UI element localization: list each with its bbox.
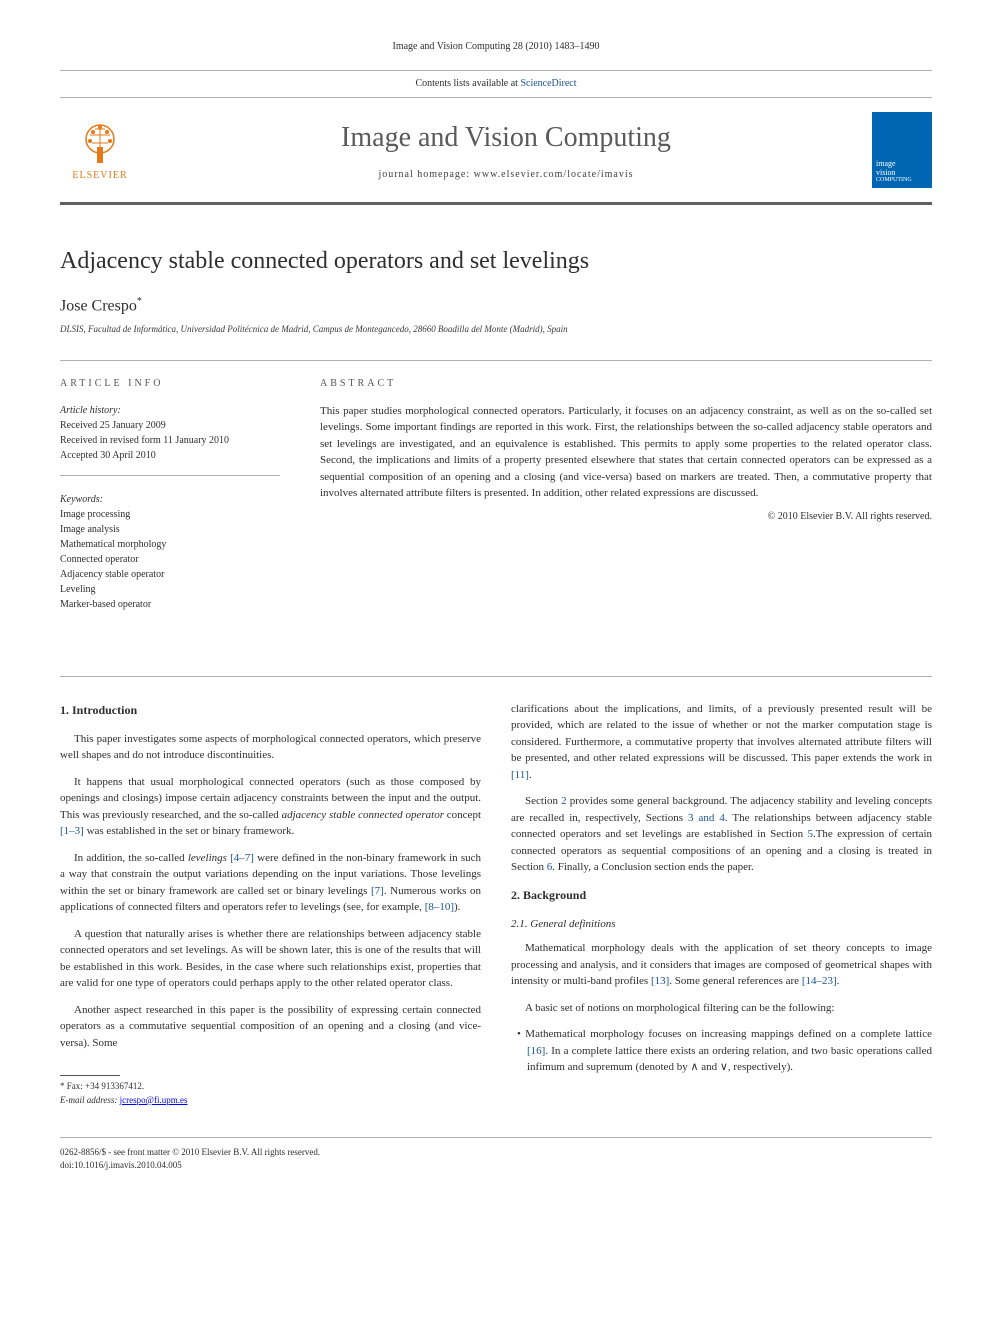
cover-text-2: vision bbox=[876, 169, 928, 178]
header-top-bar: Contents lists available at ScienceDirec… bbox=[60, 71, 932, 98]
text-run: . In a complete lattice there exists an … bbox=[527, 1045, 932, 1074]
email-label: E-mail address: bbox=[60, 1095, 120, 1105]
text-run: was established in the set or binary fra… bbox=[84, 825, 294, 837]
sciencedirect-link[interactable]: ScienceDirect bbox=[520, 78, 576, 89]
ref-link[interactable]: [16] bbox=[527, 1045, 545, 1057]
keyword: Connected operator bbox=[60, 554, 139, 565]
text-run: . bbox=[837, 975, 840, 987]
ref-link[interactable]: 3 and 4 bbox=[688, 812, 725, 824]
issn-line: 0262-8856/$ - see front matter © 2010 El… bbox=[60, 1146, 932, 1159]
text-run: Section bbox=[525, 795, 561, 807]
text-run: ). bbox=[454, 901, 460, 913]
text-run: . bbox=[529, 769, 532, 781]
text-run: Mathematical morphology focuses on incre… bbox=[525, 1028, 932, 1040]
footnote-rule bbox=[60, 1075, 120, 1076]
keyword: Adjacency stable operator bbox=[60, 569, 164, 580]
elsevier-logo: ELSEVIER bbox=[60, 110, 140, 190]
journal-title: Image and Vision Computing bbox=[140, 118, 872, 157]
footnote-email-line: E-mail address: jcrespo@fi.upm.es bbox=[60, 1094, 481, 1108]
journal-header: Contents lists available at ScienceDirec… bbox=[60, 70, 932, 205]
ref-link[interactable]: [8–10] bbox=[425, 901, 454, 913]
ref-link[interactable]: [13] bbox=[651, 975, 669, 987]
body-columns: 1. Introduction This paper investigates … bbox=[60, 676, 932, 1108]
abstract-text: This paper studies morphological connect… bbox=[320, 403, 932, 502]
ref-link[interactable]: [4–7] bbox=[227, 852, 254, 864]
history-label: Article history: bbox=[60, 405, 121, 416]
paragraph: clarifications about the implications, a… bbox=[511, 701, 932, 784]
header-main: ELSEVIER Image and Vision Computing jour… bbox=[60, 98, 932, 202]
author-text: Jose Crespo bbox=[60, 297, 137, 314]
section-heading-intro: 1. Introduction bbox=[60, 701, 481, 719]
keywords-label: Keywords: bbox=[60, 494, 103, 505]
author-marker: * bbox=[137, 296, 142, 307]
paragraph: Section 2 provides some general backgrou… bbox=[511, 793, 932, 876]
em-term: adjacency stable connected operator bbox=[282, 809, 444, 821]
paragraph: Another aspect researched in this paper … bbox=[60, 1002, 481, 1052]
text-run: . Some general references are bbox=[669, 975, 802, 987]
text-run: concept bbox=[444, 809, 481, 821]
page-footer: 0262-8856/$ - see front matter © 2010 El… bbox=[60, 1137, 932, 1171]
journal-cover-icon: image vision COMPUTING bbox=[872, 112, 932, 188]
paragraph: This paper investigates some aspects of … bbox=[60, 731, 481, 764]
keyword: Image analysis bbox=[60, 524, 120, 535]
keyword: Marker-based operator bbox=[60, 599, 151, 610]
text-run: clarifications about the implications, a… bbox=[511, 703, 932, 765]
article-info-label: ARTICLE INFO bbox=[60, 377, 280, 391]
citation-line: Image and Vision Computing 28 (2010) 148… bbox=[60, 40, 932, 54]
paragraph: In addition, the so-called levelings [4–… bbox=[60, 850, 481, 916]
article-history-block: Article history: Received 25 January 200… bbox=[60, 403, 280, 476]
journal-title-block: Image and Vision Computing journal homep… bbox=[140, 118, 872, 181]
text-run: In addition, the so-called bbox=[74, 852, 188, 864]
paragraph: It happens that usual morphological conn… bbox=[60, 774, 481, 840]
text-run: . Finally, a Conclusion section ends the… bbox=[552, 861, 754, 873]
ref-link[interactable]: [14–23] bbox=[802, 975, 837, 987]
keyword: Image processing bbox=[60, 509, 130, 520]
email-link[interactable]: jcrespo@fi.upm.es bbox=[120, 1095, 188, 1105]
footnote-fax: * Fax: +34 913367412. bbox=[60, 1080, 481, 1094]
doi-line: doi:10.1016/j.imavis.2010.04.005 bbox=[60, 1159, 932, 1172]
accepted-date: Accepted 30 April 2010 bbox=[60, 450, 156, 461]
left-column: 1. Introduction This paper investigates … bbox=[60, 701, 481, 1108]
article-title: Adjacency stable connected operators and… bbox=[60, 245, 932, 279]
ref-link[interactable]: [7] bbox=[371, 885, 384, 897]
elsevier-name: ELSEVIER bbox=[72, 169, 127, 183]
subsection-heading-defs: 2.1. General definitions bbox=[511, 916, 932, 933]
ref-link[interactable]: [1–3] bbox=[60, 825, 84, 837]
ref-link[interactable]: [11] bbox=[511, 769, 529, 781]
paragraph: Mathematical morphology deals with the a… bbox=[511, 940, 932, 990]
affiliation: DLSIS, Facultad de Informática, Universi… bbox=[60, 323, 932, 336]
received-date: Received 25 January 2009 bbox=[60, 420, 166, 431]
keyword: Mathematical morphology bbox=[60, 539, 166, 550]
cover-text-3: COMPUTING bbox=[876, 177, 928, 184]
elsevier-tree-icon bbox=[75, 117, 125, 167]
keywords-block: Keywords: Image processing Image analysi… bbox=[60, 492, 280, 624]
right-column: clarifications about the implications, a… bbox=[511, 701, 932, 1108]
abstract-column: ABSTRACT This paper studies morphologica… bbox=[320, 377, 932, 640]
author-name: Jose Crespo* bbox=[60, 295, 932, 318]
bullet-item: • Mathematical morphology focuses on inc… bbox=[511, 1026, 932, 1076]
abstract-label: ABSTRACT bbox=[320, 377, 932, 391]
contents-prefix: Contents lists available at bbox=[415, 78, 520, 89]
em-term: levelings bbox=[188, 852, 227, 864]
abstract-copyright: © 2010 Elsevier B.V. All rights reserved… bbox=[320, 510, 932, 524]
footnote-block: * Fax: +34 913367412. E-mail address: jc… bbox=[60, 1071, 481, 1107]
section-heading-background: 2. Background bbox=[511, 886, 932, 904]
revised-date: Received in revised form 11 January 2010 bbox=[60, 435, 229, 446]
keyword: Leveling bbox=[60, 584, 96, 595]
journal-homepage: journal homepage: www.elsevier.com/locat… bbox=[140, 168, 872, 182]
paragraph: A question that naturally arises is whet… bbox=[60, 926, 481, 992]
article-info-column: ARTICLE INFO Article history: Received 2… bbox=[60, 377, 280, 640]
paragraph: A basic set of notions on morphological … bbox=[511, 1000, 932, 1017]
info-abstract-row: ARTICLE INFO Article history: Received 2… bbox=[60, 360, 932, 640]
